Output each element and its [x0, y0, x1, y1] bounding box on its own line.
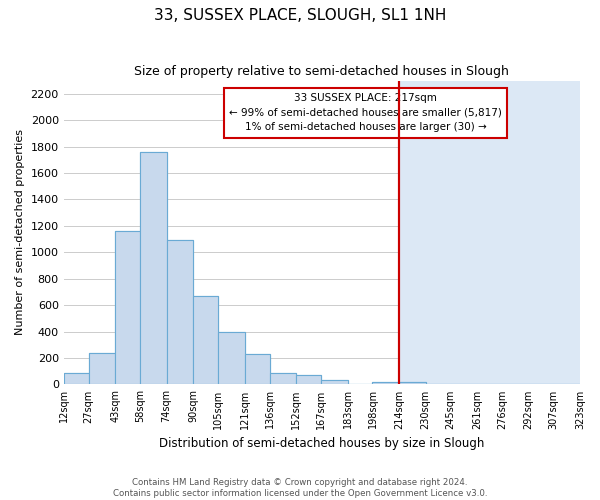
- Bar: [218, 332, 245, 384]
- Bar: [399, 80, 580, 384]
- Bar: [321, 380, 347, 384]
- Bar: [296, 375, 321, 384]
- Text: 33, SUSSEX PLACE, SLOUGH, SL1 1NH: 33, SUSSEX PLACE, SLOUGH, SL1 1NH: [154, 8, 446, 22]
- Bar: [64, 372, 89, 384]
- Bar: [399, 382, 425, 384]
- Bar: [167, 240, 193, 384]
- Bar: [373, 382, 399, 384]
- Bar: [64, 372, 89, 384]
- Bar: [399, 382, 425, 384]
- Bar: [269, 373, 296, 384]
- Bar: [115, 231, 140, 384]
- Bar: [269, 373, 296, 384]
- Bar: [89, 352, 115, 384]
- Bar: [218, 332, 245, 384]
- Y-axis label: Number of semi-detached properties: Number of semi-detached properties: [15, 130, 25, 336]
- Text: Contains HM Land Registry data © Crown copyright and database right 2024.
Contai: Contains HM Land Registry data © Crown c…: [113, 478, 487, 498]
- Bar: [373, 382, 399, 384]
- Bar: [140, 152, 167, 384]
- Bar: [89, 352, 115, 384]
- Bar: [115, 231, 140, 384]
- Bar: [193, 296, 218, 384]
- Bar: [321, 380, 347, 384]
- Bar: [245, 354, 269, 384]
- Text: 33 SUSSEX PLACE: 217sqm
← 99% of semi-detached houses are smaller (5,817)
1% of : 33 SUSSEX PLACE: 217sqm ← 99% of semi-de…: [229, 92, 502, 132]
- Bar: [167, 240, 193, 384]
- Bar: [140, 152, 167, 384]
- X-axis label: Distribution of semi-detached houses by size in Slough: Distribution of semi-detached houses by …: [159, 437, 485, 450]
- Bar: [296, 375, 321, 384]
- Bar: [193, 296, 218, 384]
- Bar: [245, 354, 269, 384]
- Title: Size of property relative to semi-detached houses in Slough: Size of property relative to semi-detach…: [134, 65, 509, 78]
